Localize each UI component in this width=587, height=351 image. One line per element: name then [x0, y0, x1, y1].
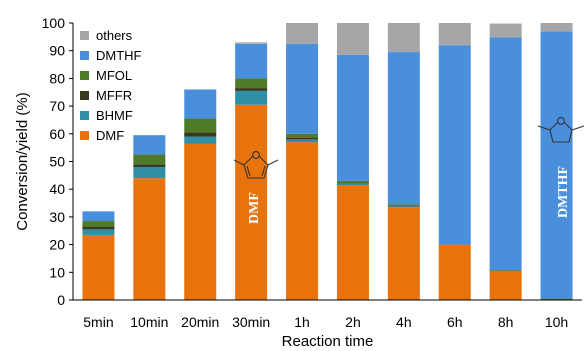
bar-mfol-20min: [184, 118, 217, 133]
y-tick-label: 0: [57, 292, 65, 308]
bar-bhmf-1h: [286, 139, 319, 143]
legend-label-mffr: MFFR: [96, 88, 132, 103]
legend-label-dmf: DMF: [96, 128, 124, 143]
x-tick-label: 8h: [498, 314, 514, 330]
bar-others-8h: [489, 23, 522, 38]
bar-bhmf-20min: [184, 136, 217, 144]
x-tick-label: 4h: [396, 314, 412, 330]
bar-mfol-5min: [82, 221, 115, 227]
bar-dmthf-10h: [540, 31, 573, 299]
y-tick-label: 30: [49, 209, 65, 225]
y-tick-label: 20: [49, 237, 65, 253]
y-tick-label: 70: [49, 98, 65, 114]
bar-mfol-10min: [133, 154, 166, 165]
annotation-dmthf: DMTHF: [556, 166, 571, 218]
bars-layer: [82, 23, 573, 300]
bar-dmf-5min: [82, 234, 115, 300]
bar-dmthf-2h: [336, 54, 369, 181]
bar-dmf-4h: [387, 207, 420, 300]
bar-mffr-1h: [286, 137, 319, 140]
bar-bhmf-5min: [82, 229, 115, 235]
legend-swatch-dmf: [80, 131, 89, 140]
legend-label-bhmf: BHMF: [96, 108, 133, 123]
bar-bhmf-10min: [133, 167, 166, 179]
bar-mfol-8h: [489, 270, 522, 271]
x-tick-label: 2h: [345, 314, 361, 330]
y-tick-labels: 0 10 20 30 40 50 60 70 80 90 100: [42, 15, 73, 308]
x-axis-title: Reaction time: [282, 333, 374, 350]
bar-dmthf-1h: [286, 43, 319, 134]
bar-mfol-30min: [235, 78, 268, 89]
y-tick-label: 10: [49, 264, 65, 280]
bar-bhmf-30min: [235, 90, 268, 105]
y-tick-label: 100: [42, 15, 66, 31]
x-tick-label: 5min: [83, 314, 113, 330]
bar-others-30min: [235, 42, 268, 44]
y-tick-label: 80: [49, 70, 65, 86]
y-tick-label: 90: [49, 43, 65, 59]
bar-others-1h: [286, 23, 319, 44]
bar-dmthf-10min: [133, 135, 166, 155]
bar-mffr-20min: [184, 132, 217, 137]
bar-others-6h: [438, 23, 471, 46]
legend-swatch-mffr: [80, 91, 89, 100]
bar-dmthf-20min: [184, 89, 217, 119]
y-tick-label: 50: [49, 154, 65, 170]
bar-mffr-4h: [387, 205, 420, 207]
bar-mffr-10min: [133, 164, 166, 168]
bar-dmf-20min: [184, 143, 217, 300]
bar-mffr-5min: [82, 226, 115, 230]
furan-ring-icon: [233, 151, 279, 179]
bar-dmf-8h: [489, 270, 522, 300]
legend: others DMTHF MFOL MFFR BHMF DMF: [80, 28, 142, 143]
bar-dmthf-6h: [438, 45, 471, 245]
legend-label-dmthf: DMTHF: [96, 48, 142, 63]
annotation-dmf: DMF: [247, 192, 262, 224]
bar-dmthf-8h: [489, 37, 522, 271]
bar-others-2h: [336, 23, 369, 55]
bar-dmthf-30min: [235, 43, 268, 79]
x-tick-label: 6h: [447, 314, 463, 330]
x-tick-label: 10h: [545, 314, 568, 330]
legend-swatch-bhmf: [80, 111, 89, 120]
bar-mfol-4h: [387, 204, 420, 206]
bar-dmf-2h: [336, 185, 369, 300]
legend-swatch-dmthf: [80, 51, 89, 60]
bar-dmf-1h: [286, 142, 319, 300]
x-tick-label: 30min: [232, 314, 270, 330]
bar-dmf-6h: [438, 244, 471, 300]
legend-swatch-mfol: [80, 71, 89, 80]
bar-others-4h: [387, 23, 420, 53]
bar-dmthf-5min: [82, 211, 115, 222]
bar-dmf-30min: [235, 104, 268, 300]
bar-mfol-1h: [286, 133, 319, 138]
legend-label-others: others: [96, 28, 133, 43]
x-tick-label: 1h: [294, 314, 310, 330]
bar-mfol-10h: [540, 298, 573, 300]
bar-mfol-2h: [336, 180, 369, 184]
bar-bhmf-4h: [387, 206, 420, 208]
x-tick-label: 10min: [130, 314, 168, 330]
x-tick-labels: 5min 10min 20min 30min 1h 2h 4h 6h 8h 10h: [83, 314, 568, 330]
legend-swatch-others: [80, 31, 89, 40]
bar-mffr-2h: [336, 183, 369, 184]
y-axis-title: Conversion/yield (%): [14, 92, 31, 230]
bar-dmf-10min: [133, 178, 166, 300]
bar-mffr-30min: [235, 88, 268, 91]
bar-dmthf-4h: [387, 52, 420, 205]
legend-label-mfol: MFOL: [96, 68, 132, 83]
x-tick-label: 20min: [181, 314, 219, 330]
tetrahydrofuran-ring-icon: [537, 117, 585, 143]
bar-others-10h: [540, 23, 573, 32]
y-tick-label: 60: [49, 126, 65, 142]
y-tick-label: 40: [49, 181, 65, 197]
bar-bhmf-2h: [336, 183, 369, 186]
